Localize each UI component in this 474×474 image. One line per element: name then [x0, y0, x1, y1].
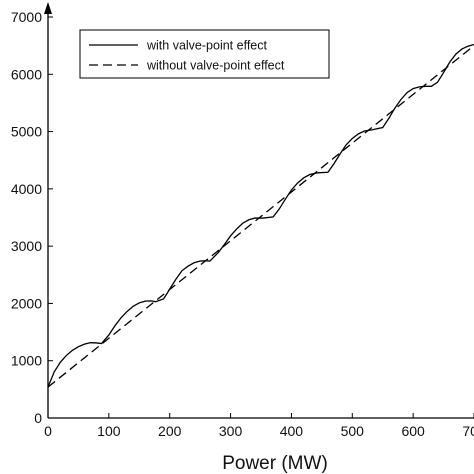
legend: with valve-point effect without valve-poi…: [79, 29, 330, 79]
ticks: 0100200300400500600700010002000300040005…: [11, 9, 474, 439]
y-tick-label: 4000: [11, 181, 42, 197]
y-tick-label: 3000: [11, 238, 42, 254]
x-tick-label: 700: [462, 423, 474, 439]
series-line-without-valve-point: [47, 45, 474, 388]
plot-lines: [47, 43, 474, 388]
x-tick-label: 300: [219, 423, 243, 439]
x-tick-label: 200: [158, 423, 182, 439]
x-tick-label: 0: [44, 423, 52, 439]
x-tick-label: 500: [341, 423, 365, 439]
y-tick-label: 2000: [11, 295, 42, 311]
y-tick-label: 0: [34, 410, 42, 426]
legend-box: [79, 29, 330, 79]
x-tick-label: 400: [280, 423, 304, 439]
y-tick-label: 5000: [11, 124, 42, 140]
legend-entry-label: without valve-point effect: [146, 59, 285, 73]
x-tick-label: 100: [97, 423, 121, 439]
x-axis-title: Power (MW): [222, 453, 328, 474]
y-axis-arrow-icon: [44, 2, 52, 14]
y-tick-label: 7000: [11, 9, 42, 25]
y-tick-label: 6000: [11, 66, 42, 82]
x-tick-label: 600: [401, 423, 425, 439]
y-tick-label: 1000: [11, 353, 42, 369]
series-line-with-valve-point: [47, 43, 474, 388]
legend-entry-label: with valve-point effect: [146, 39, 267, 53]
